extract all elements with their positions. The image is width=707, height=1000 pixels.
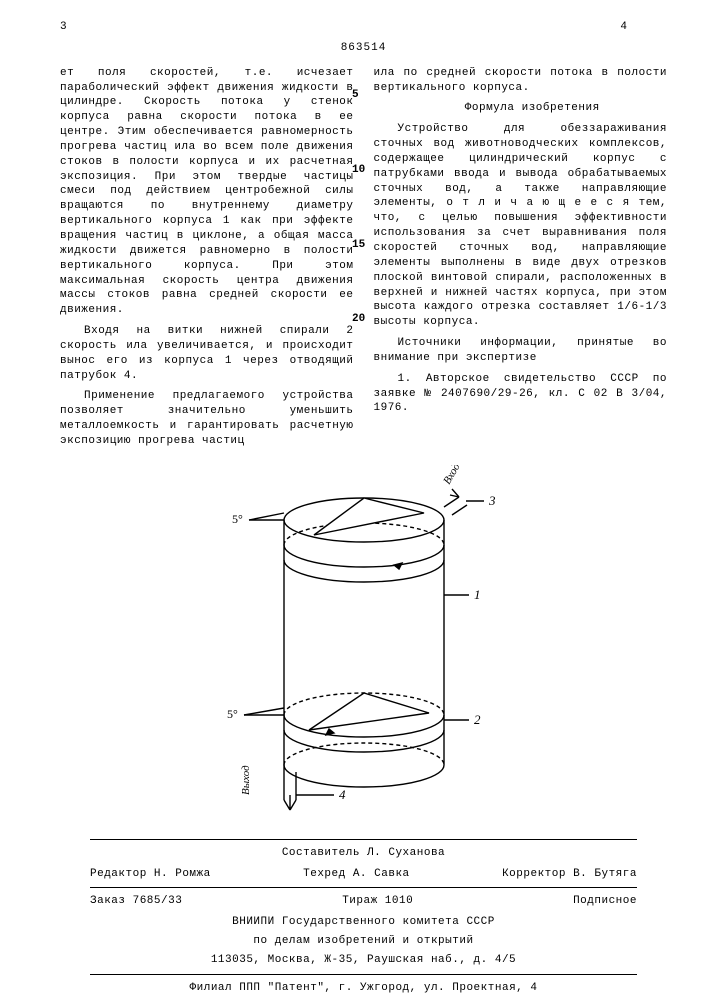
footer-credits-row: Редактор Н. Ромжа Техред А. Савка Коррек… [60,867,667,882]
org-line-1: ВНИИПИ Государственного комитета СССР [60,915,667,930]
patent-page: 3 4 863514 5 10 15 20 ет поля скоростей,… [0,0,707,1000]
line-marker: 5 [352,88,359,103]
branch: Филиал ППП "Патент", г. Ужгород, ул. Про… [60,981,667,996]
ref-2: 2 [474,712,481,727]
ref-3: 3 [488,493,496,508]
outlet-label: Выход [240,765,252,795]
corrector: Корректор В. Бутяга [502,867,637,882]
angle-label-bottom: 5° [227,707,238,721]
paragraph: ила по средней скорости потока в полости… [374,66,668,96]
source-item: 1. Авторское свидетельство СССР по заявк… [374,372,668,417]
ref-4: 4 [339,787,346,802]
divider [90,839,637,840]
left-column: ет поля скоростей, т.е. исчезает парабол… [60,66,354,455]
divider [90,974,637,975]
technical-drawing: 5° 5° 1 2 3 4 Вход Выход [194,465,534,825]
page-right: 4 [620,20,627,35]
line-marker: 10 [352,163,365,178]
footer-order-row: Заказ 7685/33 Тираж 1010 Подписное [60,894,667,909]
line-marker: 15 [352,238,365,253]
inlet-label: Вход [441,465,463,487]
cylinder-diagram-svg: 5° 5° 1 2 3 4 Вход Выход [194,465,534,825]
tirazh: Тираж 1010 [342,894,413,909]
footer: Составитель Л. Суханова Редактор Н. Ромж… [60,846,667,996]
divider [90,887,637,888]
right-column: ила по средней скорости потока в полости… [374,66,668,455]
org-line-2: по делам изобретений и открытий [60,934,667,949]
paragraph: Устройство для обеззараживания сточных в… [374,122,668,330]
paragraph: Входя на витки нижней спирали 2 скорость… [60,324,354,383]
paragraph: ет поля скоростей, т.е. исчезает парабол… [60,66,354,318]
techred: Техред А. Савка [303,867,410,882]
order-no: Заказ 7685/33 [90,894,182,909]
page-left: 3 [60,20,67,35]
paragraph: Применение предлагаемого устройства позв… [60,389,354,448]
patent-number: 863514 [60,41,667,56]
formula-title: Формула изобретения [374,101,668,116]
editor: Редактор Н. Ромжа [90,867,211,882]
angle-label-top: 5° [232,512,243,526]
page-numbers-row: 3 4 [60,20,667,35]
text-columns: ет поля скоростей, т.е. исчезает парабол… [60,66,667,455]
ref-1: 1 [474,587,481,602]
sources-title: Источники информации, принятые во вниман… [374,336,668,366]
compiler: Составитель Л. Суханова [60,846,667,861]
address: 113035, Москва, Ж-35, Раушская наб., д. … [60,953,667,968]
line-marker: 20 [352,312,365,327]
subscription: Подписное [573,894,637,909]
